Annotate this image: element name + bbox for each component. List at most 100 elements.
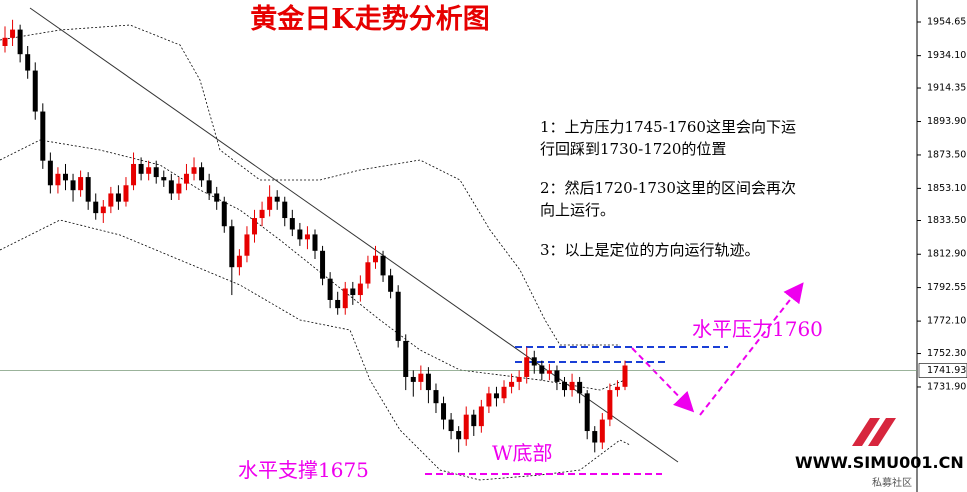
- watermark: WWW.SIMU001.CN: [795, 453, 964, 472]
- note-line: 行回踩到1730-1720的位置: [540, 140, 726, 158]
- candle-body: [252, 218, 258, 235]
- logo: [852, 418, 896, 446]
- candle-body: [123, 185, 129, 202]
- candle-body: [304, 234, 310, 240]
- candle-body: [531, 357, 537, 366]
- candle-body: [62, 173, 68, 181]
- candle-body: [463, 414, 469, 440]
- y-tick-label: 1934.10: [927, 50, 966, 61]
- candle-body: [115, 193, 121, 202]
- candle-body: [17, 29, 23, 55]
- candle-body: [93, 201, 99, 214]
- candle-body: [183, 173, 189, 184]
- candle-body: [131, 163, 137, 186]
- candle-body: [599, 419, 605, 443]
- candle-body: [297, 229, 303, 240]
- candle-body: [161, 177, 167, 181]
- candle-body: [47, 160, 53, 186]
- pattern-label: W底部: [492, 441, 553, 465]
- candle-body: [569, 381, 575, 391]
- candle-body: [335, 299, 341, 309]
- candle-body: [524, 357, 530, 377]
- resistance-label: 水平压力1760: [692, 317, 823, 341]
- y-tick-label: 1853.10: [927, 183, 966, 194]
- candle-body: [85, 177, 91, 202]
- candle-body: [78, 177, 84, 191]
- candle-body: [289, 218, 295, 230]
- y-tick-label: 1792.55: [927, 282, 966, 293]
- candle-body: [244, 234, 250, 256]
- last-price-label: 1741.93: [927, 365, 966, 376]
- candle-body: [433, 390, 439, 404]
- note-line: 向上运行。: [540, 201, 615, 219]
- candle-body: [138, 163, 144, 174]
- candle-body: [493, 393, 499, 399]
- candle-body: [554, 370, 560, 382]
- last-price-box: [918, 363, 967, 378]
- watermark-sub: 私募社区: [872, 476, 912, 489]
- candle-body: [168, 180, 174, 194]
- candle-body: [176, 183, 182, 194]
- candle-body: [32, 70, 38, 112]
- chart-title: 黄金日K走势分析图: [250, 3, 489, 35]
- candle-body: [146, 167, 152, 174]
- y-tick-label: 1833.50: [927, 215, 966, 226]
- candle-body: [509, 381, 515, 387]
- candle-body: [259, 209, 265, 219]
- candle-body: [267, 196, 273, 210]
- y-tick-label: 1731.90: [927, 381, 966, 392]
- candle-body: [342, 288, 348, 309]
- candle-body: [501, 386, 507, 399]
- candle-body: [100, 206, 106, 214]
- candle-body: [350, 288, 356, 296]
- y-tick-label: 1954.65: [927, 16, 966, 27]
- candle-body: [562, 381, 568, 391]
- candle-body: [191, 167, 197, 174]
- candle-body: [546, 370, 552, 374]
- candle-body: [221, 201, 227, 227]
- candle-body: [577, 381, 583, 394]
- candle-body: [456, 431, 462, 440]
- candle-body: [153, 167, 159, 178]
- y-tick-label: 1893.90: [927, 116, 966, 127]
- arrow: [631, 347, 695, 413]
- candle-body: [441, 403, 447, 420]
- candle-body: [539, 365, 545, 374]
- candle-body: [327, 278, 333, 300]
- candle-body: [365, 262, 371, 284]
- candle-body: [214, 193, 220, 202]
- candle-body: [395, 291, 401, 341]
- y-tick-label: 1873.50: [927, 149, 966, 160]
- candle-body: [584, 393, 590, 432]
- candle-body: [357, 283, 363, 296]
- note-line: 2：然后1720-1730这里的区间会再次: [540, 179, 796, 197]
- arrow: [699, 282, 804, 416]
- y-tick-label: 1914.35: [927, 83, 966, 94]
- candle-body: [206, 180, 212, 194]
- support-label: 水平支撑1675: [238, 458, 369, 482]
- note-line: 3：以上是定位的方向运行轨迹。: [540, 241, 760, 259]
- candle-body: [70, 180, 76, 191]
- candle-body: [10, 29, 16, 38]
- candle-body: [312, 234, 318, 251]
- candle-body: [25, 54, 31, 71]
- candle-body: [2, 37, 8, 46]
- lower-band: [0, 219, 631, 481]
- candle-body: [40, 111, 46, 161]
- candle-body: [199, 167, 205, 181]
- candle-body: [471, 414, 477, 427]
- candle-body: [425, 373, 431, 391]
- candle-body: [410, 376, 416, 382]
- candle-body: [372, 255, 378, 263]
- y-tick-label: 1772.10: [927, 316, 966, 327]
- candle-body: [592, 431, 598, 443]
- candle-body: [403, 340, 409, 377]
- candle-body: [516, 376, 522, 382]
- y-tick-label: 1812.90: [927, 249, 966, 260]
- candle-body: [55, 173, 61, 186]
- candle-body: [229, 226, 235, 268]
- candle-body: [614, 386, 620, 391]
- upper-band: [0, 24, 620, 346]
- candle-body: [607, 390, 613, 420]
